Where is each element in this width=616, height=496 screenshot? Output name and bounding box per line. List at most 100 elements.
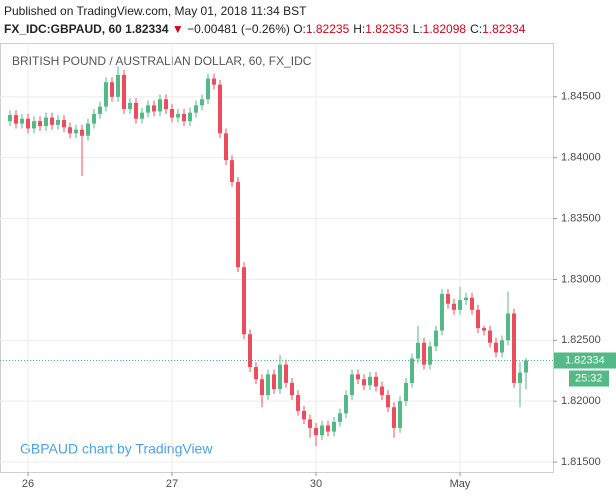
candle-body bbox=[74, 129, 79, 134]
candle-body bbox=[320, 425, 325, 436]
change-arrow: ▼ bbox=[171, 22, 184, 36]
candle-body bbox=[248, 334, 253, 368]
y-tick-label: 1.83500 bbox=[561, 212, 601, 224]
candle-body bbox=[488, 330, 493, 343]
price-box bbox=[554, 352, 616, 369]
candle-body bbox=[146, 105, 151, 113]
ohlc-label: C: bbox=[470, 22, 483, 36]
candle-body bbox=[20, 118, 25, 124]
candle-body bbox=[128, 102, 133, 110]
candle-body bbox=[44, 117, 49, 127]
change: −0.00481 (−0.26%) bbox=[187, 22, 290, 36]
candle-body bbox=[458, 300, 463, 310]
candle-body bbox=[392, 407, 397, 428]
candle-body bbox=[218, 84, 223, 134]
candle-body bbox=[482, 328, 487, 331]
candle-body bbox=[152, 105, 157, 112]
candle-body bbox=[176, 113, 181, 118]
countdown-box bbox=[569, 370, 609, 387]
candle-body bbox=[428, 346, 433, 365]
candle-body bbox=[422, 342, 427, 365]
candle-body bbox=[386, 395, 391, 408]
x-tick-label: 30 bbox=[310, 478, 322, 490]
candle-body bbox=[374, 376, 379, 387]
candle-body bbox=[452, 303, 457, 310]
candle-body bbox=[302, 410, 307, 420]
candle-body bbox=[158, 99, 163, 112]
candle-body bbox=[38, 121, 43, 127]
ohlc-label: H: bbox=[353, 22, 366, 36]
candle-body bbox=[212, 78, 217, 85]
candle-body bbox=[80, 129, 85, 136]
candle-body bbox=[308, 419, 313, 428]
candle-body bbox=[494, 342, 499, 353]
candle-body bbox=[314, 427, 319, 436]
candle-body bbox=[266, 374, 271, 396]
candle-body bbox=[368, 376, 373, 386]
candle-body bbox=[224, 133, 229, 161]
candle-body bbox=[404, 382, 409, 402]
price-label: 1.82334 bbox=[565, 354, 605, 366]
ohlc-label: L: bbox=[412, 22, 423, 36]
candle-body bbox=[230, 160, 235, 183]
x-tick-label: May bbox=[450, 478, 471, 490]
candle-body bbox=[56, 119, 61, 125]
candle-body bbox=[446, 294, 451, 304]
candle-body bbox=[110, 82, 115, 97]
ohlc: O:1.82235 H:1.82353 L:1.82098 C:1.82334 bbox=[293, 22, 529, 36]
candle-body bbox=[200, 99, 205, 106]
candle-body bbox=[62, 119, 67, 128]
candle-body bbox=[500, 340, 505, 353]
candle-body bbox=[164, 99, 169, 110]
chart-title: BRITISH POUND / AUSTRALIAN DOLLAR, 60, F… bbox=[12, 54, 312, 68]
candle-body bbox=[464, 297, 469, 301]
y-tick-label: 1.84500 bbox=[561, 91, 601, 103]
candle-body bbox=[194, 105, 199, 113]
candle-body bbox=[356, 374, 361, 380]
candle-body bbox=[512, 313, 517, 383]
ohlc-value: 1.82353 bbox=[365, 22, 409, 36]
countdown: 25:32 bbox=[575, 372, 603, 384]
candle-body bbox=[506, 313, 511, 341]
candle-body bbox=[272, 374, 277, 389]
candle-body bbox=[350, 374, 355, 396]
candle-body bbox=[338, 413, 343, 422]
candle-body bbox=[260, 379, 265, 396]
candle-body bbox=[242, 267, 247, 335]
candle-body bbox=[380, 386, 385, 396]
candle-body bbox=[140, 112, 145, 119]
candle-body bbox=[524, 360, 529, 373]
last-price: 1.82334 bbox=[125, 22, 169, 36]
candle-body bbox=[326, 425, 331, 432]
candle-body bbox=[332, 421, 337, 432]
candle-body bbox=[104, 82, 109, 107]
grid bbox=[0, 44, 553, 472]
candle-body bbox=[116, 74, 121, 97]
ohlc-label: O: bbox=[293, 22, 306, 36]
candle-body bbox=[344, 395, 349, 414]
symbol-line: FX_IDC:GBPAUD, 60 1.82334 ▼ −0.00481 (−0… bbox=[4, 22, 529, 36]
candle-body bbox=[8, 115, 13, 122]
ohlc-value: 1.82235 bbox=[305, 22, 350, 36]
candle-body bbox=[416, 342, 421, 359]
candle-body bbox=[362, 379, 367, 386]
y-tick-label: 1.82500 bbox=[561, 334, 601, 346]
x-tick-label: 26 bbox=[22, 478, 34, 490]
plot-frame bbox=[0, 43, 554, 473]
candle-body bbox=[290, 382, 295, 396]
candle-body bbox=[410, 358, 415, 383]
candle-body bbox=[32, 121, 37, 129]
candle-body bbox=[296, 395, 301, 411]
candle-body bbox=[476, 309, 481, 329]
candle-body bbox=[134, 102, 139, 119]
candle-body bbox=[188, 112, 193, 122]
x-tick-label: 27 bbox=[166, 478, 178, 490]
candle-body bbox=[278, 364, 283, 389]
candle-body bbox=[26, 118, 31, 129]
candle-body bbox=[434, 330, 439, 347]
candle-body bbox=[398, 401, 403, 428]
candle-body bbox=[182, 113, 187, 122]
watermark: GBPAUD chart by TradingView bbox=[20, 441, 213, 457]
